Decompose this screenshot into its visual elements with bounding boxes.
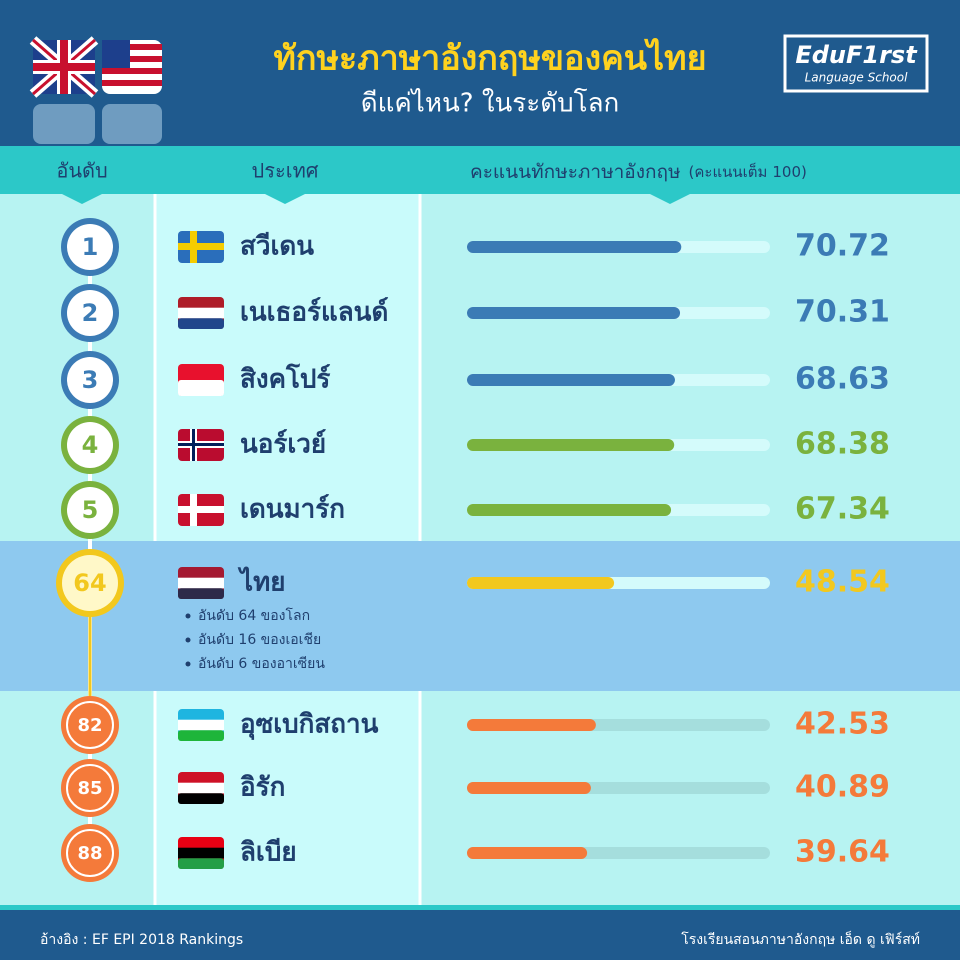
rank: 3	[82, 366, 99, 394]
rank-badge-inner	[66, 829, 114, 877]
footer-band	[0, 910, 960, 960]
country: อิรัก	[240, 773, 285, 803]
bullet	[185, 637, 191, 643]
country: เนเธอร์แลนด์	[240, 297, 388, 328]
flag	[178, 567, 224, 599]
rank-badge-inner	[66, 764, 114, 812]
flag	[178, 231, 224, 263]
rank: 4	[82, 431, 99, 459]
logo: EduF1rst	[795, 41, 918, 69]
country: อุซเบกิสถาน	[240, 710, 379, 741]
source: อ้างอิง : EF EPI 2018 Rankings	[40, 932, 243, 948]
score: 40.89	[795, 770, 890, 805]
flag	[178, 494, 224, 526]
score: 48.54	[795, 565, 890, 600]
bar	[467, 782, 591, 794]
country: ไทย	[237, 566, 285, 598]
bar	[467, 439, 675, 451]
country: เดนมาร์ก	[240, 494, 345, 525]
bar	[467, 719, 596, 731]
rank: 82	[77, 715, 102, 736]
country: สิงคโปร์	[240, 363, 330, 395]
highlight-note: อันดับ 16 ของเอเชีย	[198, 632, 321, 648]
flag	[178, 364, 224, 396]
us-flag	[102, 40, 162, 144]
rank-badge-inner	[67, 422, 113, 468]
rank-badge-inner	[67, 224, 113, 270]
logo-box	[783, 34, 929, 93]
rank-badge-inner	[67, 290, 113, 336]
country: นอร์เวย์	[240, 429, 326, 460]
column-header: ประเทศ	[252, 159, 319, 183]
score: 70.72	[795, 229, 890, 264]
flag	[178, 772, 224, 804]
score: 70.31	[795, 295, 890, 330]
highlight-note: อันดับ 6 ของอาเซียน	[198, 656, 325, 672]
rank-badge-inner	[62, 555, 118, 611]
flag	[178, 837, 224, 869]
column-band	[0, 146, 960, 194]
flag	[178, 429, 224, 461]
rank: 64	[73, 569, 106, 597]
score: 67.34	[795, 492, 890, 527]
subtitle: ดีแค่ไหน? ในระดับโลก	[361, 88, 620, 119]
flag	[178, 709, 224, 741]
title: ทักษะภาษาอังกฤษของคนไทย	[274, 38, 707, 79]
flag	[178, 297, 224, 329]
bullet	[185, 661, 191, 667]
country: สวีเดน	[240, 232, 314, 262]
uk-flag	[29, 36, 99, 144]
score: 42.53	[795, 707, 890, 742]
bar	[467, 504, 672, 516]
rank-badge-inner	[67, 357, 113, 403]
highlight-row	[0, 541, 960, 691]
score: 68.38	[795, 427, 890, 462]
country: ลิเบีย	[240, 838, 297, 868]
bar	[467, 241, 682, 253]
rank-badge-inner	[66, 701, 114, 749]
rank: 88	[77, 843, 102, 864]
footer-line	[0, 905, 960, 910]
credit: โรงเรียนสอนภาษาอังกฤษ เอ็ด ดู เฟิร์สท์	[681, 930, 920, 948]
bullet	[185, 613, 191, 619]
score: 68.63	[795, 362, 890, 397]
column-header: คะแนนทักษะภาษาอังกฤษ (คะแนนเต็ม 100)	[470, 161, 807, 183]
rank-badge-inner	[67, 487, 113, 533]
score: 39.64	[795, 835, 890, 870]
bar	[467, 847, 588, 859]
column-header: อันดับ	[56, 159, 107, 183]
rank: 1	[82, 233, 99, 261]
rank: 2	[82, 299, 99, 327]
highlight-note: อันดับ 64 ของโลก	[198, 607, 310, 624]
bar	[467, 577, 615, 589]
bar	[467, 374, 675, 386]
bar	[467, 307, 681, 319]
rank: 85	[77, 778, 102, 799]
rank: 5	[82, 496, 99, 524]
logo-tagline: Language School	[805, 71, 909, 85]
